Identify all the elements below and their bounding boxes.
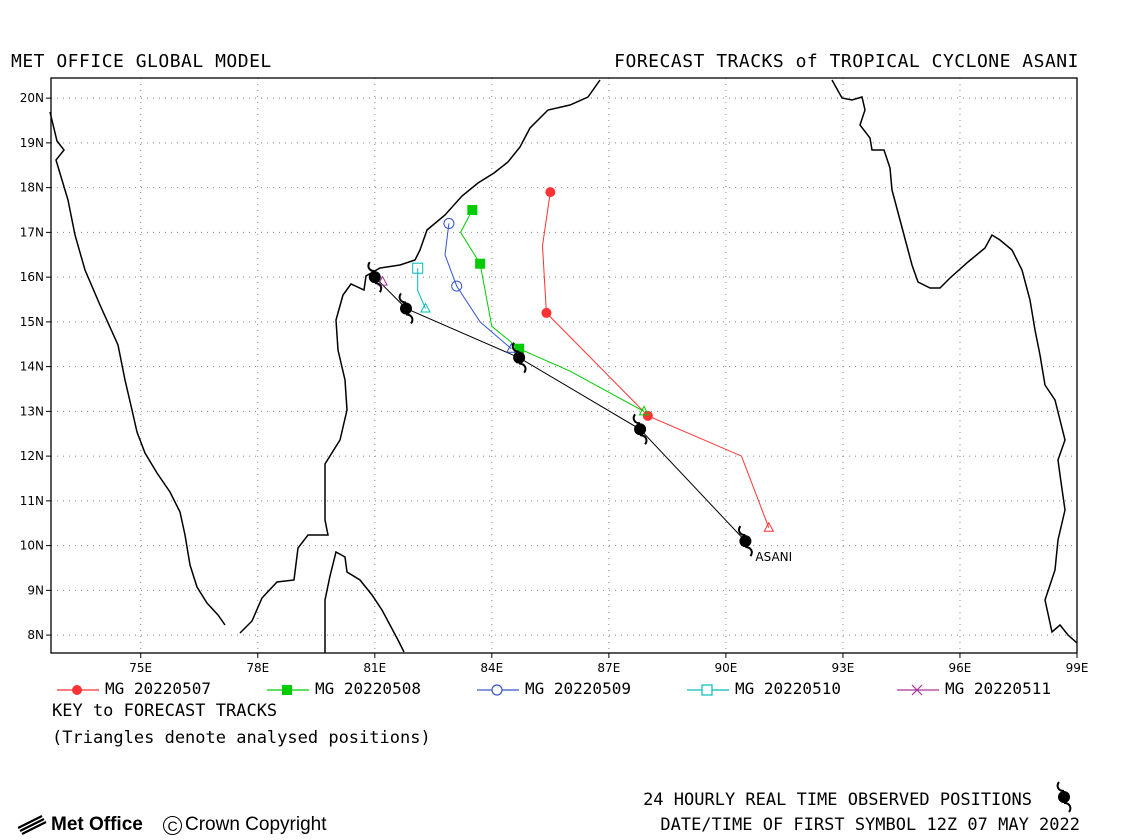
legend-label: MG 20220511 bbox=[945, 679, 1051, 698]
copyright-icon: C bbox=[163, 815, 182, 835]
cyclone-symbol-icon bbox=[1056, 781, 1072, 813]
lat-tick-label: 19N bbox=[20, 136, 44, 150]
forecast-point-marker bbox=[475, 258, 486, 269]
cyclone-arm bbox=[374, 282, 383, 293]
plot-frame bbox=[50, 77, 1078, 654]
lat-tick-label: 16N bbox=[20, 270, 44, 284]
met-office-stripes-icon bbox=[18, 815, 47, 835]
cyclone-symbol-icon bbox=[632, 413, 648, 445]
blue-open-circle-icon bbox=[477, 684, 519, 696]
cyclone-arm bbox=[639, 434, 648, 445]
analysed-triangle-marker bbox=[638, 405, 650, 416]
lon-tick-label: 81E bbox=[363, 661, 386, 675]
lat-tick-label: 14N bbox=[20, 360, 44, 374]
analysed-triangle-marker bbox=[377, 275, 388, 286]
cyclone-symbol-icon bbox=[367, 261, 383, 293]
cyan-open-square-icon bbox=[687, 684, 729, 696]
lat-tick-label: 17N bbox=[20, 225, 44, 239]
copyright-text: Crown Copyright bbox=[185, 814, 327, 835]
lon-tick-label: 93E bbox=[832, 661, 855, 675]
india-west-coastline bbox=[49, 111, 226, 626]
legend-label: MG 20220510 bbox=[735, 679, 841, 698]
lon-tick-label: 87E bbox=[597, 661, 620, 675]
lat-tick-label: 15N bbox=[20, 315, 44, 329]
india-east-coastline bbox=[239, 79, 601, 634]
cyclone-core bbox=[513, 351, 526, 364]
lon-tick-label: 75E bbox=[129, 661, 152, 675]
analysed-triangle-marker bbox=[420, 302, 431, 313]
analysed-triangle-marker bbox=[763, 521, 775, 532]
cyclone-core bbox=[400, 302, 413, 315]
forecast-point-marker bbox=[514, 343, 525, 354]
map-frame bbox=[50, 77, 1078, 654]
lat-lon-grid bbox=[51, 78, 1077, 653]
cyclone-core bbox=[634, 423, 647, 436]
axis-labels: 75E 78E 81E 84E 87E 90E 93E 96E 99E 20N 19N 18N 17N 1… bbox=[20, 91, 1089, 675]
lat-tick-label: 13N bbox=[20, 404, 44, 418]
lat-tick-label: 10N bbox=[20, 539, 44, 553]
forecast-track-line bbox=[444, 223, 512, 350]
lat-tick-label: 20N bbox=[20, 91, 44, 105]
legend-label: MG 20220508 bbox=[315, 679, 421, 698]
observed-positions-label: 24 HOURLY REAL TIME OBSERVED POSITIONS bbox=[643, 790, 1032, 810]
green-filled-square-icon bbox=[267, 685, 309, 695]
model-title: MET OFFICE GLOBAL MODEL bbox=[11, 51, 272, 72]
lat-tick-label: 11N bbox=[20, 494, 44, 508]
chart-title: FORECAST TRACKS of TROPICAL CYCLONE ASAN… bbox=[614, 51, 1079, 72]
storm-name-label: ASANI bbox=[755, 550, 792, 564]
tracks-layer: ASANI bbox=[367, 187, 792, 564]
brand-name: Met Office bbox=[51, 814, 143, 835]
forecast-point-marker bbox=[467, 205, 478, 216]
cyclone-core bbox=[368, 271, 381, 284]
forecast-point-marker bbox=[451, 280, 463, 292]
lat-tick-label: 18N bbox=[20, 181, 44, 195]
sri-lanka-coastline bbox=[324, 550, 405, 653]
lon-tick-label: 99E bbox=[1066, 661, 1089, 675]
cyclone-arm bbox=[405, 313, 414, 325]
lon-tick-label: 90E bbox=[714, 661, 737, 675]
met-office-logo: Met Office bbox=[18, 814, 143, 836]
cyclone-arm bbox=[511, 342, 520, 353]
cyclone-arm bbox=[398, 292, 407, 304]
cyclone-arm bbox=[738, 525, 746, 537]
cyclone-symbol-icon bbox=[511, 342, 527, 374]
cyclone-arm bbox=[745, 546, 753, 557]
forecast-point-marker bbox=[443, 217, 455, 229]
forecast-point-marker bbox=[642, 410, 653, 421]
legend-label: MG 20220509 bbox=[525, 679, 631, 698]
cyclone-core bbox=[739, 535, 752, 548]
forecast-track-line bbox=[417, 268, 426, 309]
lon-tick-label: 84E bbox=[480, 661, 503, 675]
myanmar-coastline bbox=[831, 79, 1078, 644]
forecast-track-line bbox=[541, 192, 770, 528]
legend-label: MG 20220507 bbox=[105, 679, 211, 698]
magenta-cross-icon bbox=[897, 684, 939, 696]
cyclone-arm bbox=[632, 413, 641, 425]
observed-track-line bbox=[374, 276, 746, 542]
red-filled-circle-icon bbox=[57, 685, 99, 695]
legend-key-title: KEY to FORECAST TRACKS bbox=[52, 701, 278, 721]
forecast-track-line bbox=[460, 209, 645, 412]
copyright-notice: C Crown Copyright bbox=[163, 814, 327, 836]
triangle-note: (Triangles denote analysed positions) bbox=[52, 728, 431, 748]
lat-tick-label: 8N bbox=[27, 628, 44, 642]
coastline-layer bbox=[49, 79, 1078, 653]
forecast-point-marker bbox=[412, 262, 424, 274]
lat-tick-label: 9N bbox=[27, 583, 44, 597]
cyclone-arm bbox=[367, 261, 375, 273]
cyclone-arm bbox=[519, 362, 527, 374]
lon-tick-label: 96E bbox=[949, 661, 972, 675]
cyclone-symbol-icon bbox=[738, 525, 753, 557]
forecast-point-marker bbox=[541, 307, 552, 318]
cyclone-symbol-icon bbox=[398, 292, 414, 325]
forecast-point-marker bbox=[545, 187, 556, 198]
lat-tick-label: 12N bbox=[20, 449, 44, 463]
lon-tick-label: 78E bbox=[246, 661, 269, 675]
first-symbol-datetime: DATE/TIME OF FIRST SYMBOL 12Z 07 MAY 202… bbox=[660, 815, 1080, 835]
